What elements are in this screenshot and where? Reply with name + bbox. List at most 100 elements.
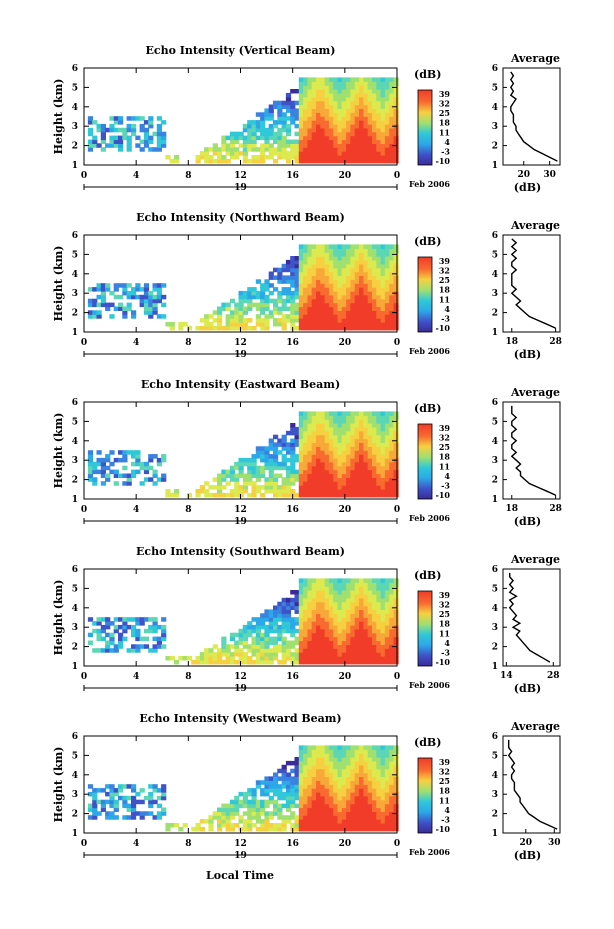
heatmap-cell — [320, 586, 326, 591]
heatmap-cell — [303, 100, 309, 106]
heatmap-cell — [337, 100, 343, 106]
heatmap-cell — [242, 659, 248, 665]
heatmap-cell — [359, 294, 365, 300]
heatmap-cell — [290, 263, 296, 269]
heatmap-cell — [113, 644, 119, 649]
colorbar-unit: (dB) — [414, 569, 441, 582]
heatmap-cell — [341, 81, 347, 86]
heatmap-cell — [307, 590, 313, 595]
heatmap-cell — [281, 636, 287, 642]
heatmap-cell — [298, 605, 304, 610]
heatmap-cell — [307, 131, 313, 137]
heatmap-cell — [152, 298, 158, 304]
heatmap-cell — [264, 325, 270, 331]
heatmap-cell — [260, 485, 266, 490]
heatmap-cell — [359, 411, 365, 416]
heatmap-cell — [290, 481, 296, 486]
heatmap-cell — [376, 248, 382, 253]
heatmap-cell — [333, 819, 339, 824]
heatmap-cell — [96, 617, 102, 622]
heatmap-cell — [307, 799, 313, 805]
heatmap-cell — [311, 578, 317, 583]
heatmap-cell — [376, 492, 382, 498]
colorbar-tick-label: 39 — [439, 89, 451, 99]
heatmap-cell — [346, 481, 352, 486]
heatmap-cell — [298, 492, 304, 498]
heatmap-cell — [109, 788, 115, 793]
heatmap-cell — [350, 477, 356, 482]
heatmap-cell — [350, 492, 356, 498]
heatmap-cell — [234, 131, 240, 137]
heatmap-cell — [389, 89, 395, 94]
heatmap-cell — [118, 135, 124, 141]
heatmap-cell — [316, 788, 322, 793]
heatmap-cell — [393, 325, 399, 331]
heatmap-cell — [320, 411, 326, 416]
heatmap-cell — [303, 636, 309, 642]
heatmap-cell — [277, 275, 283, 280]
heatmap-cell — [152, 287, 158, 292]
heatmap-cell — [268, 457, 274, 463]
heatmap-cell — [393, 298, 399, 304]
heatmap-cell — [316, 302, 322, 308]
heatmap-cell — [380, 89, 386, 94]
heatmap-cell — [372, 271, 378, 276]
heatmap-cell — [350, 271, 356, 276]
heatmap-cell — [337, 644, 343, 649]
heatmap-cell — [341, 151, 347, 156]
heatmap-cell — [328, 271, 335, 276]
heatmap-cell — [251, 807, 257, 812]
heatmap-cell — [303, 131, 309, 137]
heatmap-cell — [363, 92, 369, 98]
heatmap-cell — [393, 652, 399, 657]
heatmap-cell — [139, 644, 145, 649]
heatmap-cell — [298, 582, 304, 587]
heatmap-cell — [273, 656, 279, 661]
heatmap-cell — [320, 640, 326, 645]
heatmap-cell — [298, 271, 304, 276]
heatmap-cell — [307, 426, 313, 432]
heatmap-cell — [298, 92, 304, 98]
heatmap-cell — [135, 617, 141, 622]
heatmap-cell — [376, 263, 382, 269]
heatmap-cell — [316, 753, 322, 758]
heatmap-cell — [294, 131, 300, 137]
heatmap-cell — [359, 256, 365, 261]
heatmap-cell — [260, 318, 266, 323]
heatmap-cell — [311, 628, 317, 634]
heatmap-cell — [303, 259, 309, 265]
heatmap-cell — [307, 423, 313, 428]
heatmap-cell — [143, 477, 150, 482]
heatmap-cell — [307, 826, 313, 832]
heatmap-cell — [307, 784, 313, 789]
heatmap-cell — [320, 155, 326, 160]
heatmap-cell — [350, 259, 356, 265]
heatmap-cell — [225, 823, 231, 828]
heatmap-cell — [389, 481, 395, 486]
heatmap-cell — [165, 489, 171, 494]
colorbar-tick-label: 11 — [439, 127, 450, 137]
heatmap-cell — [389, 492, 395, 498]
heatmap-cell — [350, 430, 356, 436]
heatmap-cell — [298, 438, 304, 443]
x-tick-label: 12 — [234, 839, 247, 849]
heatmap-cell — [320, 446, 326, 451]
heatmap-cell — [156, 139, 162, 144]
heatmap-cell — [350, 294, 356, 300]
heatmap-cell — [229, 318, 236, 323]
heatmap-cell — [247, 473, 253, 478]
heatmap-cell — [161, 314, 167, 319]
heatmap-cell — [229, 314, 236, 319]
heatmap-cell — [324, 477, 330, 482]
heatmap-cell — [225, 644, 231, 649]
heatmap-cell — [294, 283, 300, 288]
heatmap-cell — [380, 81, 386, 86]
heatmap-cell — [328, 745, 335, 750]
heatmap-cell — [363, 799, 369, 805]
heatmap-cell — [337, 104, 343, 109]
heatmap-cell — [298, 248, 304, 253]
heatmap-cell — [307, 481, 313, 486]
heatmap-cell — [337, 784, 343, 789]
heatmap-cell — [268, 446, 274, 451]
heatmap-cell — [139, 302, 145, 308]
